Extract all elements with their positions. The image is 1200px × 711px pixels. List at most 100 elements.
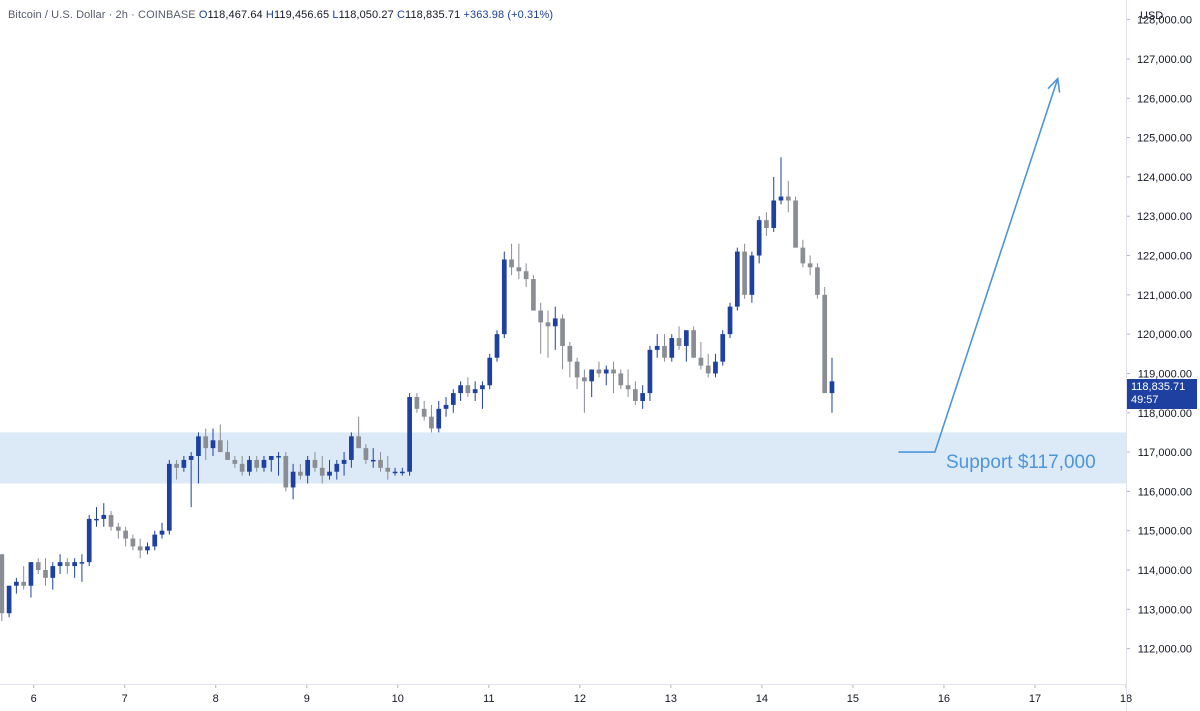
candle-down <box>130 534 136 551</box>
candle-up <box>28 562 34 598</box>
candle-body <box>130 538 136 547</box>
candle-body <box>647 349 653 394</box>
candle-up <box>727 302 733 339</box>
candle-down <box>421 400 427 421</box>
symbol-header: Bitcoin / U.S. Dollar · 2h · COINBASE O1… <box>8 9 553 21</box>
x-tick-label: 8 <box>213 693 219 705</box>
candle-down <box>43 558 48 586</box>
candle-body <box>552 318 558 327</box>
y-tick-label: 115,000.00 <box>1138 526 1192 538</box>
candle-body <box>603 369 609 374</box>
candle-body <box>50 566 56 578</box>
candle-up <box>79 554 85 582</box>
candle-body <box>174 463 179 468</box>
currency-label[interactable]: USD <box>1140 10 1164 22</box>
candle-body <box>596 369 602 374</box>
candle-body <box>159 530 165 535</box>
close-value: 118,835.71 <box>405 9 461 21</box>
candle-down <box>793 196 798 248</box>
current-price: 118,835.71 <box>1131 381 1186 393</box>
candle-up <box>647 345 653 401</box>
candle-down <box>582 369 587 413</box>
candle-body <box>509 259 514 268</box>
candle-body <box>79 562 85 564</box>
low-value: 118,050.27 <box>338 9 394 21</box>
y-tick-label: 126,000.00 <box>1137 93 1192 105</box>
candle-down <box>217 424 223 453</box>
price-axis-border <box>1126 0 1127 711</box>
candle-body <box>210 440 216 449</box>
candle-down <box>312 452 318 472</box>
y-tick-label: 121,000.00 <box>1137 290 1192 302</box>
candle-down <box>531 275 536 311</box>
candle-down <box>611 361 616 394</box>
candle-up <box>305 456 311 484</box>
candle-body <box>742 251 747 295</box>
candle-down <box>123 526 128 547</box>
candle-body <box>538 310 544 323</box>
candle-down <box>137 538 143 559</box>
candle-up <box>327 459 332 480</box>
candle-body <box>363 448 369 460</box>
y-tick-label: 118,000.00 <box>1138 408 1192 420</box>
high-value: 119,456.65 <box>273 9 330 21</box>
change-value: +363.98 (+0.31%) <box>463 9 554 21</box>
candle-body <box>57 562 63 567</box>
candle-up <box>247 456 252 476</box>
candle-down <box>225 440 230 460</box>
candle-down <box>516 243 522 280</box>
y-tick-label: 123,000.00 <box>1137 211 1192 223</box>
candle-body <box>65 562 70 567</box>
candle-up <box>334 459 340 480</box>
projection-arrow-head[interactable] <box>1047 76 1061 93</box>
time-axis-border <box>0 684 1126 685</box>
candle-up <box>720 330 726 366</box>
candle-down <box>232 456 238 468</box>
candle-down <box>815 263 820 299</box>
candle-body <box>582 377 587 382</box>
projection-arrow[interactable] <box>898 76 1061 453</box>
candle-body <box>6 585 12 614</box>
candle-body <box>683 330 689 346</box>
candle-down <box>691 326 696 358</box>
candle-body <box>399 471 405 474</box>
candle-body <box>298 471 303 476</box>
y-tick-label: 124,000.00 <box>1137 172 1192 184</box>
candle-down <box>538 302 544 354</box>
candle-body <box>115 526 121 531</box>
candle-body <box>436 408 442 429</box>
candle-body <box>43 570 48 578</box>
candle-body <box>349 436 354 460</box>
candle-down <box>822 286 828 394</box>
candle-up <box>436 400 442 433</box>
candle-body <box>749 255 755 295</box>
candle-body <box>254 459 260 468</box>
candle-down <box>574 357 580 390</box>
x-tick-label: 12 <box>574 693 586 705</box>
projection-arrow-line[interactable] <box>898 78 1059 453</box>
candle-down <box>21 566 27 590</box>
candle-body <box>625 385 631 390</box>
y-tick-label: 116,000.00 <box>1138 486 1192 498</box>
x-tick-label: 15 <box>847 693 859 705</box>
candle-body <box>698 357 704 366</box>
candle-body <box>312 459 318 468</box>
candles <box>0 157 835 622</box>
candle-body <box>276 456 281 458</box>
close-label: C <box>397 9 406 21</box>
candle-body <box>196 436 201 456</box>
y-tick-label: 120,000.00 <box>1137 329 1192 341</box>
candle-down <box>319 456 325 484</box>
y-tick-label: 112,000.00 <box>1138 644 1192 656</box>
candle-body <box>407 397 412 472</box>
candle-down <box>363 444 369 464</box>
y-tick-label: 117,000.00 <box>1138 447 1192 459</box>
candle-body <box>137 546 143 551</box>
candle-up <box>778 157 784 205</box>
candle-up <box>771 176 777 232</box>
candle-body <box>217 440 223 453</box>
candle-down <box>254 456 260 472</box>
current-price-tag: 118,835.71 49:57 <box>1127 379 1197 409</box>
candle-up <box>166 459 172 535</box>
